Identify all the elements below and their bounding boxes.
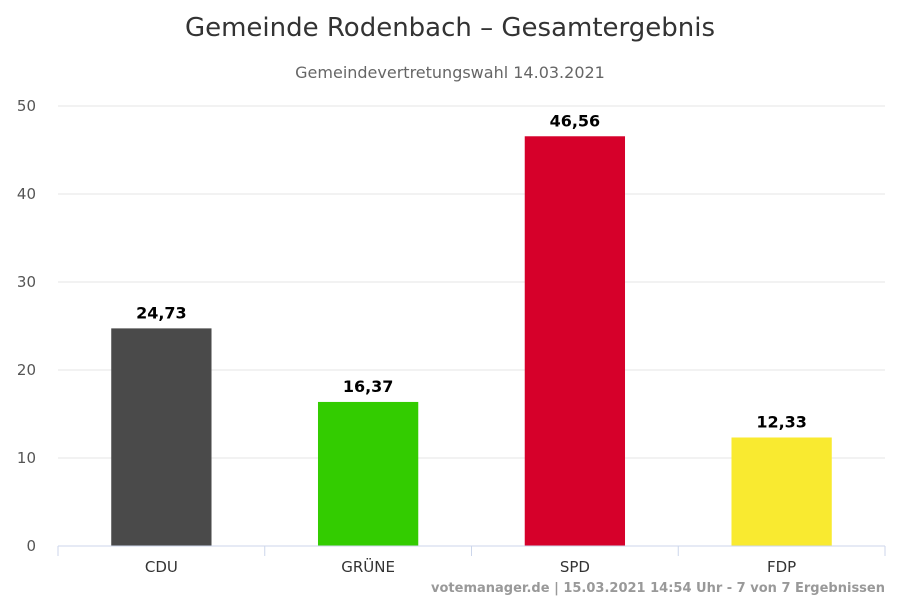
bar-cdu[interactable] xyxy=(111,328,212,546)
chart-subtitle: Gemeindevertretungswahl 14.03.2021 xyxy=(295,63,605,82)
x-tick-label: GRÜNE xyxy=(341,557,395,576)
y-tick-label: 20 xyxy=(17,361,36,379)
bars xyxy=(111,136,832,546)
x-tick-label: FDP xyxy=(767,558,796,576)
data-labels: 24,73 16,37 46,56 12,33 xyxy=(136,111,807,431)
y-axis-ticks: 0 10 20 30 40 50 xyxy=(17,97,36,555)
data-label: 24,73 xyxy=(136,303,187,322)
data-label: 16,37 xyxy=(343,377,394,396)
y-tick-label: 50 xyxy=(17,97,36,115)
y-tick-label: 30 xyxy=(17,273,36,291)
x-axis-labels: CDU GRÜNE SPD FDP xyxy=(145,557,796,576)
chart-title: Gemeinde Rodenbach – Gesamtergebnis xyxy=(185,13,715,43)
bar-grüne[interactable] xyxy=(317,401,419,546)
data-label: 12,33 xyxy=(756,412,807,431)
x-axis xyxy=(57,545,886,556)
x-tick-label: CDU xyxy=(145,558,178,576)
data-label: 46,56 xyxy=(550,111,601,130)
bar-fdp[interactable] xyxy=(731,437,832,546)
bar-spd[interactable] xyxy=(524,136,626,546)
y-tick-label: 40 xyxy=(17,185,36,203)
y-tick-label: 10 xyxy=(17,449,36,467)
y-tick-label: 0 xyxy=(26,537,36,555)
x-tick-label: SPD xyxy=(560,558,590,576)
credits[interactable]: votemanager.de | 15.03.2021 14:54 Uhr - … xyxy=(431,581,885,596)
